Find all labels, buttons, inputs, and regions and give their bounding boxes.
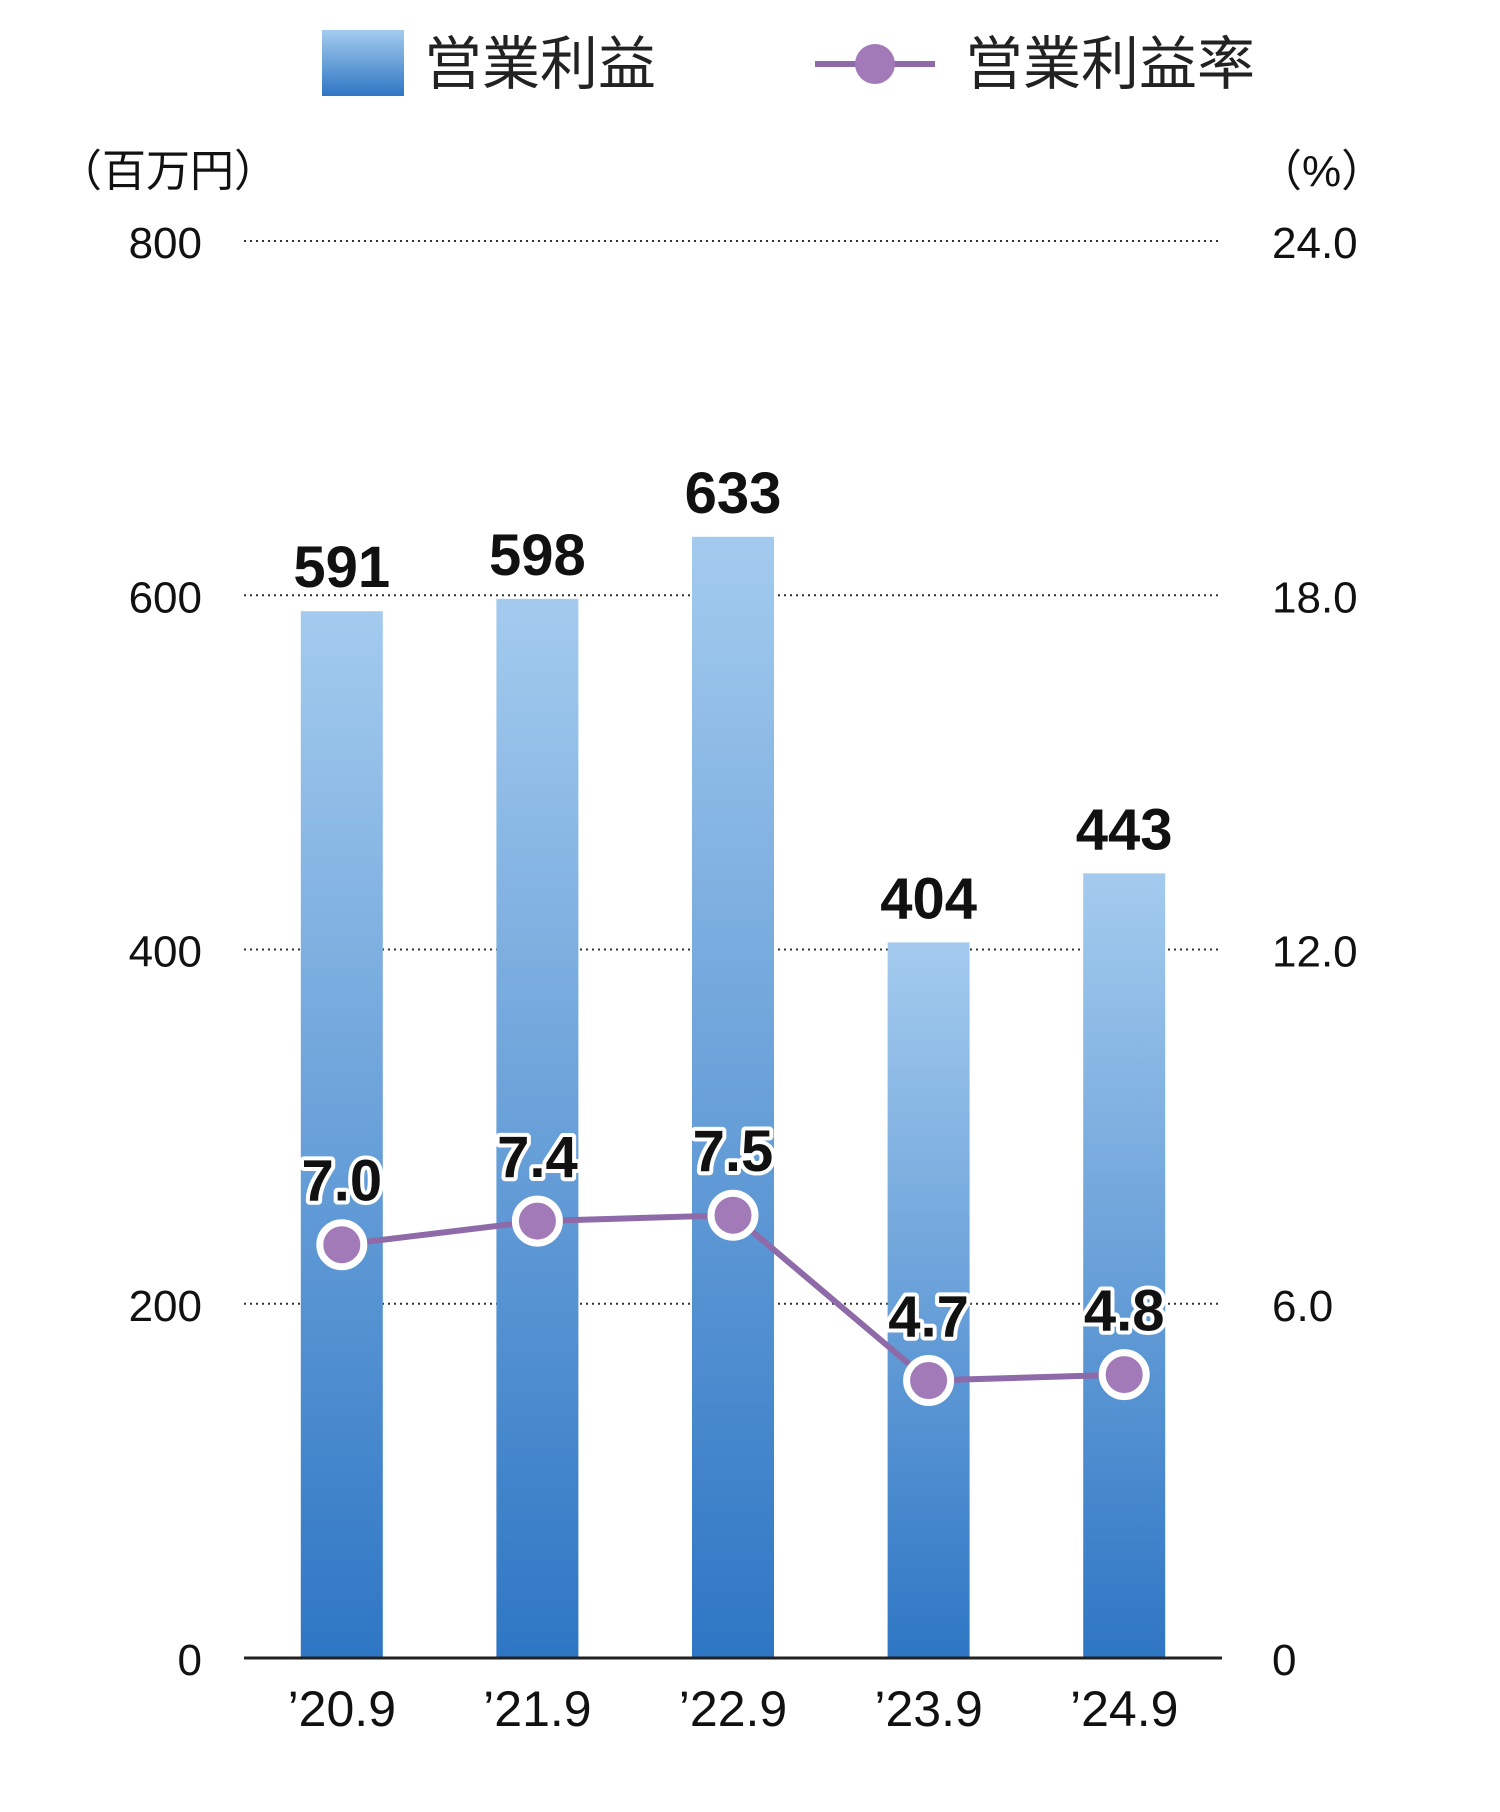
bar — [1083, 873, 1166, 1658]
gridlines — [244, 240, 1222, 1305]
left-tick-label: 200 — [129, 1282, 202, 1331]
right-tick-label: 24.0 — [1272, 219, 1358, 268]
legend: 営業利益 営業利益率 — [322, 30, 1255, 98]
right-axis-ticks: 0 6.0 12.0 18.0 24.0 — [1272, 219, 1358, 1685]
rate-series: 7.0 7.4 7.5 4.7 4.8 — [297, 1115, 1169, 1407]
bar-value-label: 591 — [293, 535, 390, 600]
x-axis-labels: ’20.9 ’21.9 ’22.9 ’23.9 ’24.9 — [288, 1681, 1179, 1737]
bar — [496, 598, 579, 1658]
bar-value-label: 598 — [489, 523, 586, 588]
x-tick-label: ’24.9 — [1070, 1681, 1178, 1737]
left-tick-label: 600 — [129, 573, 202, 622]
right-tick-label: 6.0 — [1272, 1282, 1333, 1331]
rate-marker — [1098, 1349, 1150, 1401]
bar — [300, 611, 383, 1659]
bar-value-label: 404 — [880, 866, 977, 931]
x-tick-label: ’23.9 — [874, 1681, 982, 1737]
left-axis-ticks: 0 200 400 600 800 — [129, 219, 202, 1685]
legend-label-bar: 営業利益 — [424, 30, 656, 98]
rate-value-label: 7.4 — [497, 1125, 578, 1190]
x-tick-label: ’22.9 — [679, 1681, 787, 1737]
rate-marker — [316, 1219, 368, 1271]
rate-value-label: 7.0 — [301, 1149, 382, 1214]
rate-marker — [903, 1355, 955, 1407]
rate-value-label: 7.5 — [693, 1119, 774, 1184]
bars — [300, 536, 1166, 1659]
rate-value-label: 4.8 — [1084, 1279, 1165, 1344]
legend-swatch-bar — [322, 30, 404, 96]
bar — [692, 536, 774, 1658]
legend-marker-rate — [855, 44, 895, 84]
bar — [887, 942, 970, 1658]
right-tick-label: 0 — [1272, 1636, 1296, 1685]
bar-value-label: 443 — [1076, 797, 1173, 862]
x-tick-label: ’20.9 — [288, 1681, 396, 1737]
legend-label-rate: 営業利益率 — [965, 30, 1255, 98]
left-tick-label: 400 — [129, 928, 202, 977]
right-tick-label: 18.0 — [1272, 573, 1358, 622]
left-axis-unit: （百万円） — [58, 147, 278, 196]
rate-marker — [511, 1195, 563, 1247]
bar-value-labels: 591 598 633 404 443 — [293, 461, 1172, 932]
left-tick-label: 800 — [129, 219, 202, 268]
rate-value-label: 4.7 — [888, 1285, 969, 1350]
left-tick-label: 0 — [178, 1636, 202, 1685]
x-tick-label: ’21.9 — [483, 1681, 591, 1737]
bar-value-label: 633 — [685, 461, 782, 526]
rate-marker — [707, 1189, 759, 1241]
right-tick-label: 12.0 — [1272, 928, 1358, 977]
right-axis-unit: （%） — [1258, 147, 1385, 196]
